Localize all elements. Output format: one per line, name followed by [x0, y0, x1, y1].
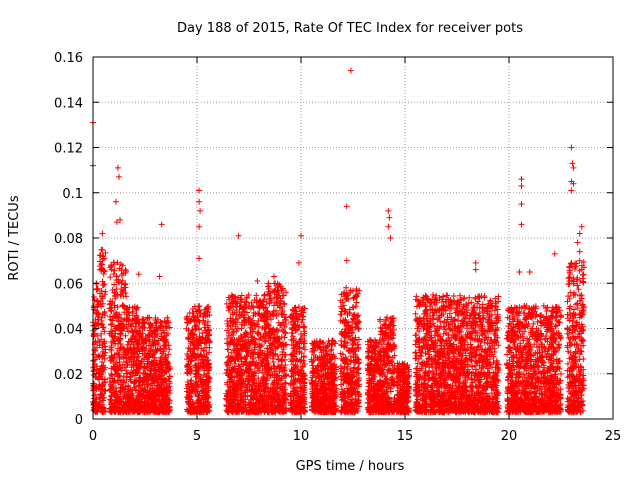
data-point	[107, 274, 114, 281]
data-point	[256, 336, 263, 343]
data-point	[99, 409, 106, 416]
data-point	[134, 304, 141, 311]
data-point	[92, 391, 99, 398]
data-point	[99, 359, 106, 366]
data-point	[90, 304, 97, 311]
data-point	[97, 391, 104, 398]
data-point	[96, 252, 103, 259]
data-point	[99, 375, 106, 382]
data-point	[123, 370, 130, 377]
data-point	[90, 407, 97, 414]
data-point	[281, 334, 288, 341]
data-point	[106, 396, 113, 403]
data-point	[125, 328, 132, 335]
data-point	[92, 338, 99, 345]
chart-title: Day 188 of 2015, Rate Of TEC Index for r…	[177, 21, 523, 36]
data-point	[99, 261, 106, 268]
data-point	[98, 261, 105, 268]
data-point	[98, 303, 105, 310]
data-point	[97, 290, 104, 297]
data-point	[119, 262, 126, 269]
data-point	[101, 387, 108, 394]
data-point	[93, 309, 100, 316]
data-point	[166, 346, 173, 353]
data-point	[118, 288, 125, 295]
data-point	[93, 286, 100, 293]
data-point	[282, 380, 289, 387]
data-point	[100, 324, 107, 331]
data-point	[96, 398, 103, 405]
data-point	[102, 249, 109, 256]
data-point	[98, 392, 105, 399]
data-point	[119, 328, 126, 335]
data-point	[99, 395, 106, 402]
data-point	[98, 336, 105, 343]
data-point	[101, 355, 108, 362]
data-point	[122, 289, 129, 296]
data-point	[98, 314, 105, 321]
data-point	[101, 281, 108, 288]
data-point	[340, 302, 347, 309]
data-point	[238, 325, 245, 332]
data-point	[98, 293, 105, 300]
data-point	[98, 320, 105, 327]
data-point	[279, 357, 286, 364]
data-point	[99, 344, 106, 351]
data-point	[107, 313, 114, 320]
data-point	[282, 351, 289, 358]
data-point	[100, 253, 107, 260]
data-point	[100, 366, 107, 373]
data-point	[102, 288, 109, 295]
data-point	[93, 321, 100, 328]
data-point	[99, 247, 106, 254]
data-point	[349, 329, 356, 336]
data-point	[92, 322, 99, 329]
data-point	[101, 405, 108, 412]
data-point	[99, 341, 106, 348]
data-point	[96, 258, 103, 265]
data-point	[98, 330, 105, 337]
data-point	[98, 382, 105, 389]
data-point	[338, 337, 345, 344]
data-point	[101, 308, 108, 315]
data-point	[99, 352, 106, 359]
data-point	[111, 267, 118, 274]
data-point	[99, 253, 106, 260]
data-points	[90, 67, 587, 416]
data-point	[94, 313, 101, 320]
data-point	[90, 372, 97, 379]
data-point	[93, 311, 100, 318]
data-point	[94, 298, 101, 305]
data-point	[119, 277, 126, 284]
data-point	[90, 357, 97, 364]
data-point	[309, 362, 316, 369]
data-point	[90, 294, 97, 301]
data-point	[101, 328, 108, 335]
data-point	[97, 365, 104, 372]
data-point	[289, 333, 296, 340]
data-point	[94, 332, 101, 339]
data-point	[106, 378, 113, 385]
data-point	[91, 400, 98, 407]
data-point	[120, 270, 127, 277]
data-point	[107, 386, 114, 393]
data-point	[97, 405, 104, 412]
data-point	[166, 324, 173, 331]
data-point	[91, 330, 98, 337]
data-point	[100, 270, 107, 277]
data-point	[108, 370, 115, 377]
data-point	[355, 325, 362, 332]
data-point	[99, 282, 106, 289]
data-point	[123, 293, 130, 300]
data-point	[118, 367, 125, 374]
